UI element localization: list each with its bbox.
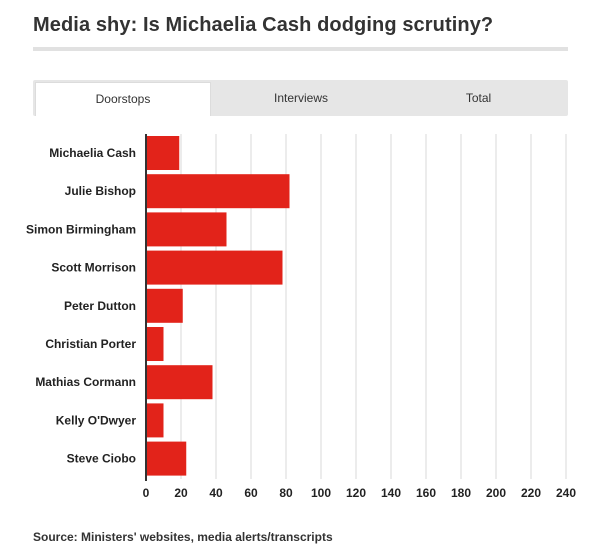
category-label: Steve Ciobo bbox=[67, 452, 136, 466]
bar bbox=[146, 441, 187, 476]
bar bbox=[146, 212, 227, 247]
bar bbox=[146, 403, 164, 438]
source-note: Source: Ministers' websites, media alert… bbox=[33, 530, 333, 544]
category-label: Peter Dutton bbox=[64, 299, 136, 313]
bar bbox=[146, 136, 180, 170]
tab-bar: Doorstops Interviews Total bbox=[33, 80, 568, 116]
x-tick-label: 80 bbox=[279, 486, 293, 500]
x-tick-label: 60 bbox=[244, 486, 258, 500]
chart-title: Media shy: Is Michaelia Cash dodging scr… bbox=[33, 14, 494, 36]
x-tick-label: 200 bbox=[486, 486, 506, 500]
bar bbox=[146, 288, 183, 323]
category-label: Scott Morrison bbox=[51, 261, 136, 275]
x-tick-label: 180 bbox=[451, 486, 471, 500]
category-labels: Michaelia Cash Julie Bishop Simon Birmingh… bbox=[26, 146, 136, 466]
category-label: Michaelia Cash bbox=[49, 146, 136, 160]
tab-total[interactable]: Total bbox=[465, 91, 492, 105]
category-label: Christian Porter bbox=[45, 337, 136, 351]
tab-interviews[interactable]: Interviews bbox=[273, 91, 329, 105]
x-tick-label: 120 bbox=[346, 486, 366, 500]
category-label: Simon Birmingham bbox=[26, 222, 136, 236]
category-label: Mathias Cormann bbox=[35, 375, 136, 389]
x-tick-label: 20 bbox=[174, 486, 188, 500]
bar bbox=[146, 174, 290, 209]
category-label: Kelly O'Dwyer bbox=[56, 413, 137, 427]
bar bbox=[146, 327, 164, 361]
x-tick-label: 40 bbox=[209, 486, 223, 500]
bar bbox=[146, 250, 283, 285]
x-tick-label: 140 bbox=[381, 486, 401, 500]
x-tick-label: 240 bbox=[556, 486, 576, 500]
x-tick-label: 220 bbox=[521, 486, 541, 500]
bars bbox=[146, 136, 290, 476]
grid-lines bbox=[180, 134, 567, 479]
title-divider bbox=[33, 47, 568, 51]
x-tick-label: 100 bbox=[311, 486, 331, 500]
x-tick-label: 0 bbox=[143, 486, 150, 500]
tab-doorstops[interactable]: Doorstops bbox=[35, 82, 211, 116]
bar bbox=[146, 365, 213, 400]
category-label: Julie Bishop bbox=[65, 184, 136, 198]
x-tick-label: 160 bbox=[416, 486, 436, 500]
x-tick-labels: 0 20 40 60 80 100 120 140 160 180 200 220 240 bbox=[143, 486, 577, 500]
